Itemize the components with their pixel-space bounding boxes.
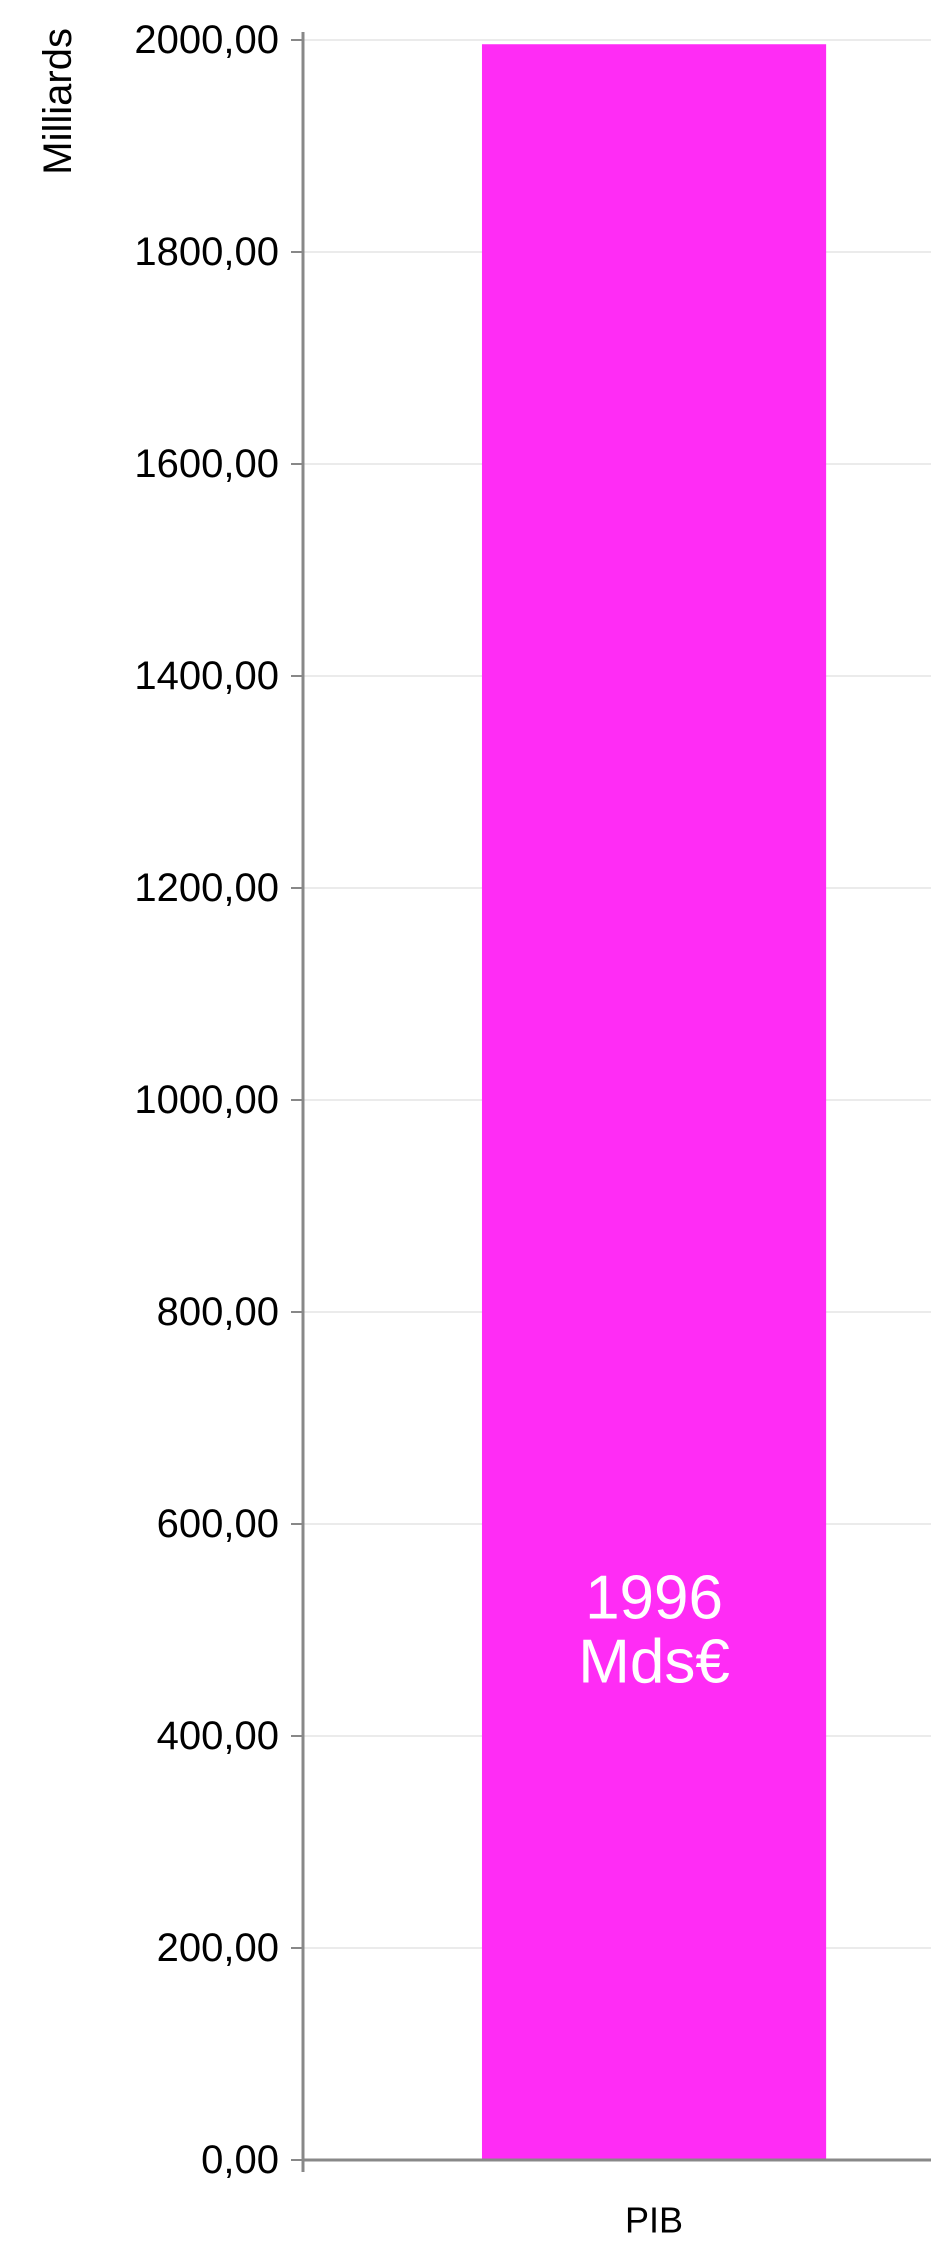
y-tick-label: 200,00 [157, 1926, 279, 1970]
y-tick-label: 2000,00 [134, 18, 279, 62]
y-tick-label: 1600,00 [134, 442, 279, 486]
x-tick-label: PIB [625, 2200, 683, 2241]
bar-data-label: Mds€ [578, 1628, 730, 1697]
y-tick-label: 1200,00 [134, 866, 279, 910]
bar-data-label: 1996 [585, 1564, 723, 1633]
axes: 0,00 200,00 400,00 600,00 800,00 1000,00 1200,… [36, 18, 931, 2182]
y-tick-label: 0,00 [201, 2138, 279, 2182]
y-axis-title: Milliards [36, 28, 80, 175]
y-tick-label: 1800,00 [134, 230, 279, 274]
y-tick-label: 1000,00 [134, 1078, 279, 1122]
bar [481, 44, 827, 2161]
y-tick-label: 800,00 [157, 1290, 279, 1334]
y-tick-label: 400,00 [157, 1714, 279, 1758]
y-tick-label: 1400,00 [134, 654, 279, 698]
y-tick-label: 600,00 [157, 1502, 279, 1546]
bars [481, 44, 827, 2161]
